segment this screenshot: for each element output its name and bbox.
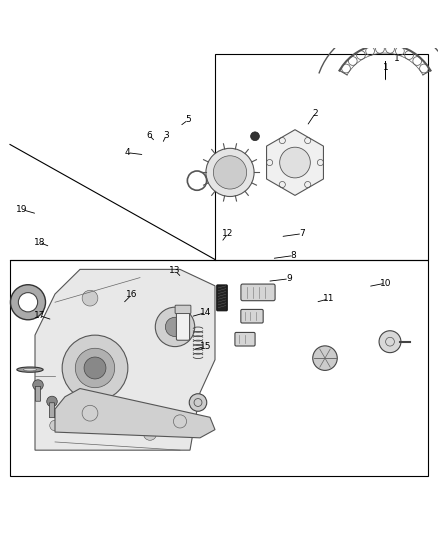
- Circle shape: [313, 346, 337, 370]
- Circle shape: [155, 307, 195, 346]
- Text: 1: 1: [394, 54, 400, 63]
- Polygon shape: [267, 130, 323, 196]
- Circle shape: [75, 348, 115, 387]
- Circle shape: [62, 335, 128, 401]
- FancyBboxPatch shape: [177, 309, 190, 340]
- Circle shape: [11, 285, 46, 320]
- Circle shape: [47, 396, 57, 407]
- Text: 16: 16: [126, 290, 137, 300]
- Text: 15: 15: [200, 342, 212, 351]
- FancyBboxPatch shape: [175, 305, 191, 313]
- Circle shape: [50, 420, 60, 431]
- Ellipse shape: [23, 368, 36, 371]
- Text: 7: 7: [299, 229, 305, 238]
- Circle shape: [280, 147, 311, 178]
- Text: 13: 13: [170, 266, 181, 276]
- Text: 1: 1: [382, 63, 389, 72]
- Circle shape: [379, 331, 401, 353]
- FancyBboxPatch shape: [35, 386, 41, 401]
- Text: 6: 6: [146, 131, 152, 140]
- Text: 2: 2: [313, 109, 318, 118]
- Circle shape: [166, 317, 185, 336]
- Circle shape: [18, 293, 38, 312]
- FancyBboxPatch shape: [217, 285, 227, 311]
- Text: 10: 10: [380, 279, 391, 288]
- Text: 18: 18: [34, 238, 45, 247]
- Ellipse shape: [17, 367, 43, 372]
- Text: 8: 8: [290, 251, 297, 260]
- FancyBboxPatch shape: [49, 403, 55, 418]
- Text: 3: 3: [163, 131, 170, 140]
- Circle shape: [82, 290, 98, 306]
- Circle shape: [251, 132, 259, 141]
- Text: 9: 9: [286, 274, 292, 283]
- FancyBboxPatch shape: [241, 310, 263, 323]
- FancyBboxPatch shape: [241, 284, 275, 301]
- Polygon shape: [35, 269, 215, 450]
- Circle shape: [143, 427, 156, 440]
- Text: 19: 19: [16, 205, 28, 214]
- Text: 11: 11: [323, 294, 334, 303]
- Circle shape: [33, 380, 43, 390]
- Circle shape: [189, 394, 207, 411]
- Polygon shape: [55, 389, 215, 438]
- Circle shape: [84, 357, 106, 379]
- Text: 17: 17: [34, 311, 45, 320]
- Text: 5: 5: [185, 115, 191, 124]
- Circle shape: [206, 148, 254, 197]
- Text: 14: 14: [200, 308, 212, 317]
- Text: 4: 4: [124, 148, 130, 157]
- Circle shape: [213, 156, 247, 189]
- Text: 12: 12: [222, 229, 233, 238]
- FancyBboxPatch shape: [235, 333, 255, 346]
